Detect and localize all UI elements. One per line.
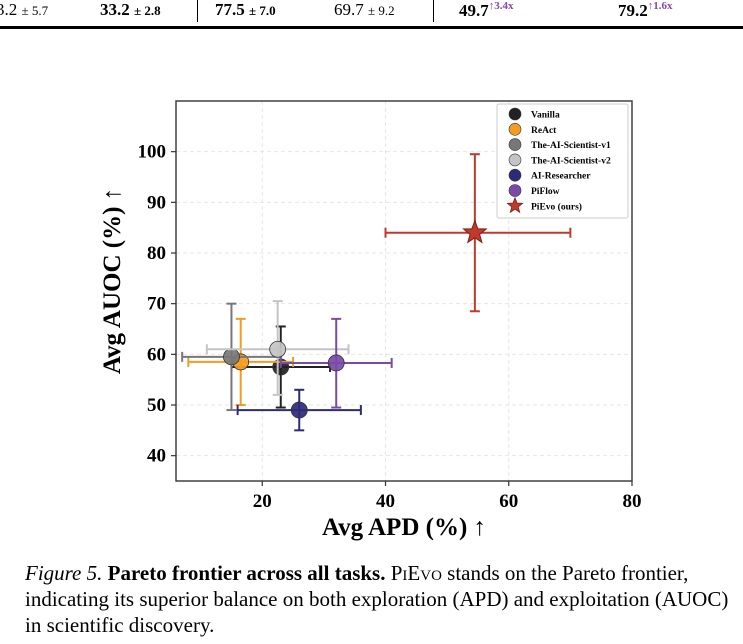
series-the-ai-scientist-v2: [205, 300, 350, 396]
method-name: PiEvo: [390, 561, 442, 585]
y-tick-label: 80: [147, 243, 166, 264]
table-cell-5: 49.7↑3.4x: [459, 0, 514, 20]
caption-title: Pareto frontier across all tasks.: [107, 561, 386, 585]
figure-caption: Figure 5. Pareto frontier across all tas…: [25, 560, 737, 638]
table-divider: [197, 0, 198, 22]
data-point: [269, 340, 287, 358]
caption-body: stands on the Pareto frontier, indicatin…: [25, 561, 729, 637]
legend-label: ReAct: [531, 126, 557, 136]
x-tick-label: 60: [499, 491, 518, 512]
table-divider: [433, 0, 434, 22]
legend-marker: [508, 107, 522, 121]
table-cell-3: 77.5 ± 7.0: [215, 0, 276, 19]
data-point: [462, 219, 488, 244]
legend-label: Vanilla: [531, 111, 560, 121]
x-tick-label: 20: [253, 491, 272, 512]
y-tick-label: 60: [147, 344, 166, 365]
legend-marker: [506, 196, 524, 214]
data-point: [223, 348, 240, 366]
legend-marker: [508, 184, 522, 197]
x-tick-label: 80: [623, 491, 642, 512]
x-tick-label: 40: [376, 491, 395, 512]
data-point: [327, 354, 345, 372]
y-tick-label: 40: [147, 446, 166, 467]
table-cell-6: 79.2↑1.6x: [618, 0, 673, 20]
legend-label: PiFlow: [531, 187, 560, 197]
results-table-fragment: 3.2 ± 5.7 33.2 ± 2.8 77.5 ± 7.0 69.7 ± 9…: [0, 0, 743, 26]
x-axis-label: Avg APD (%) ↑: [322, 514, 486, 541]
table-cell-2: 33.2 ± 2.8: [100, 0, 161, 19]
series-piflow: [279, 317, 393, 409]
table-cell-1: 3.2 ± 5.7: [0, 0, 49, 19]
legend: Vanilla ReAct The-AI-Scientist-v1 The-AI-Sc…: [496, 103, 629, 219]
legend-marker: [508, 138, 522, 151]
table-bottom-rule: [0, 26, 743, 29]
y-tick-label: 50: [147, 395, 166, 416]
y-tick-label: 90: [147, 192, 166, 213]
y-tick-label: 70: [147, 294, 166, 315]
series-pievo-ours-: [384, 153, 572, 313]
plot-frame: [175, 100, 633, 482]
y-axis-label: Avg AUOC (%) ↑: [99, 188, 126, 374]
y-tick-label: 100: [138, 142, 167, 163]
legend-label: PiEvo (ours): [531, 201, 582, 212]
legend-marker: [508, 168, 522, 182]
legend-label: AI-Researcher: [531, 172, 591, 182]
figure-label: Figure 5.: [25, 561, 103, 585]
series-ai-researcher: [236, 388, 362, 432]
legend-label: The-AI-Scientist-v1: [531, 141, 611, 151]
legend-marker: [508, 153, 522, 167]
legend-label: The-AI-Scientist-v2: [531, 156, 611, 166]
pareto-chart: 20 40 60 80 40 50 60 70 80 90 100 Avg APD (%) ↑ Avg …: [99, 100, 642, 541]
series-the-ai-scientist-v1: [181, 302, 282, 412]
data-point: [290, 401, 308, 419]
table-cell-4: 69.7 ± 9.2: [334, 0, 395, 19]
legend-marker: [508, 123, 522, 136]
legend-box: [496, 103, 629, 219]
